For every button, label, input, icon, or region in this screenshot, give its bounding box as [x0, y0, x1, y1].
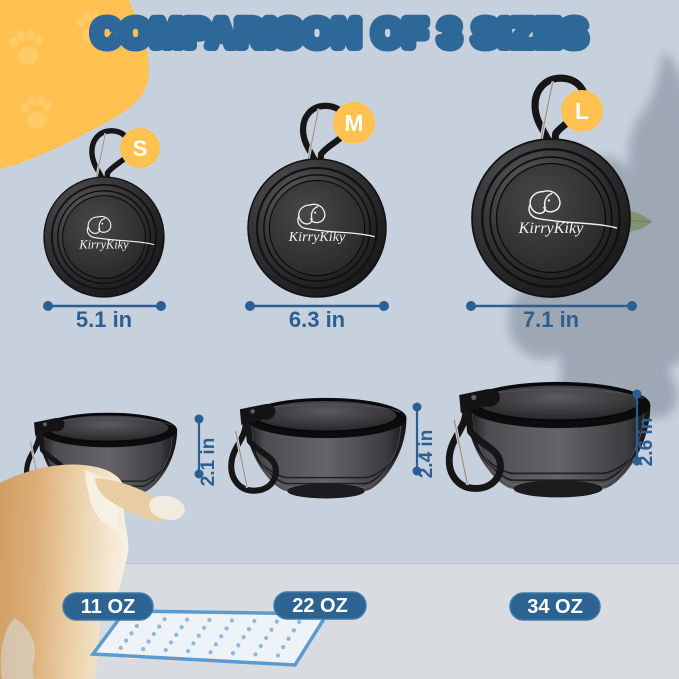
- svg-text:22 OZ: 22 OZ: [292, 595, 348, 617]
- svg-text:11 OZ: 11 OZ: [81, 596, 135, 618]
- svg-text:34 OZ: 34 OZ: [527, 596, 583, 618]
